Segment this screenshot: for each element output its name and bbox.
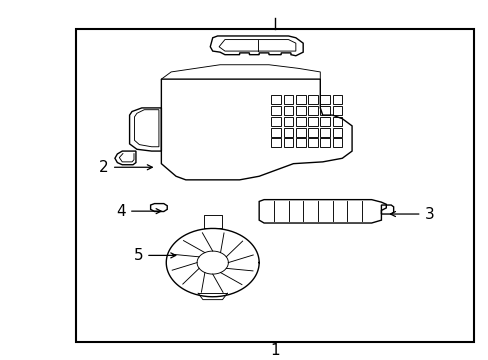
- Bar: [320, 139, 329, 148]
- Bar: [283, 128, 293, 137]
- Bar: [283, 139, 293, 148]
- Text: 3: 3: [390, 207, 433, 221]
- Bar: [295, 117, 305, 126]
- Bar: [332, 106, 342, 115]
- Bar: [271, 139, 281, 148]
- Bar: [271, 117, 281, 126]
- Bar: [295, 95, 305, 104]
- Bar: [320, 106, 329, 115]
- Text: 5: 5: [133, 248, 175, 263]
- Bar: [271, 106, 281, 115]
- Bar: [320, 95, 329, 104]
- Text: 4: 4: [116, 204, 161, 219]
- Bar: [295, 139, 305, 148]
- Bar: [283, 117, 293, 126]
- Bar: [283, 95, 293, 104]
- Bar: [332, 117, 342, 126]
- Bar: [295, 128, 305, 137]
- Bar: [307, 106, 317, 115]
- Bar: [307, 117, 317, 126]
- Bar: [332, 139, 342, 148]
- Bar: [76, 29, 473, 342]
- Bar: [307, 139, 317, 148]
- Bar: [307, 95, 317, 104]
- Bar: [271, 95, 281, 104]
- Text: 2: 2: [99, 160, 152, 175]
- Bar: [332, 128, 342, 137]
- Bar: [332, 95, 342, 104]
- Bar: [307, 128, 317, 137]
- Text: 1: 1: [270, 343, 280, 358]
- Bar: [283, 106, 293, 115]
- Bar: [320, 128, 329, 137]
- Bar: [271, 128, 281, 137]
- Bar: [295, 106, 305, 115]
- Bar: [320, 117, 329, 126]
